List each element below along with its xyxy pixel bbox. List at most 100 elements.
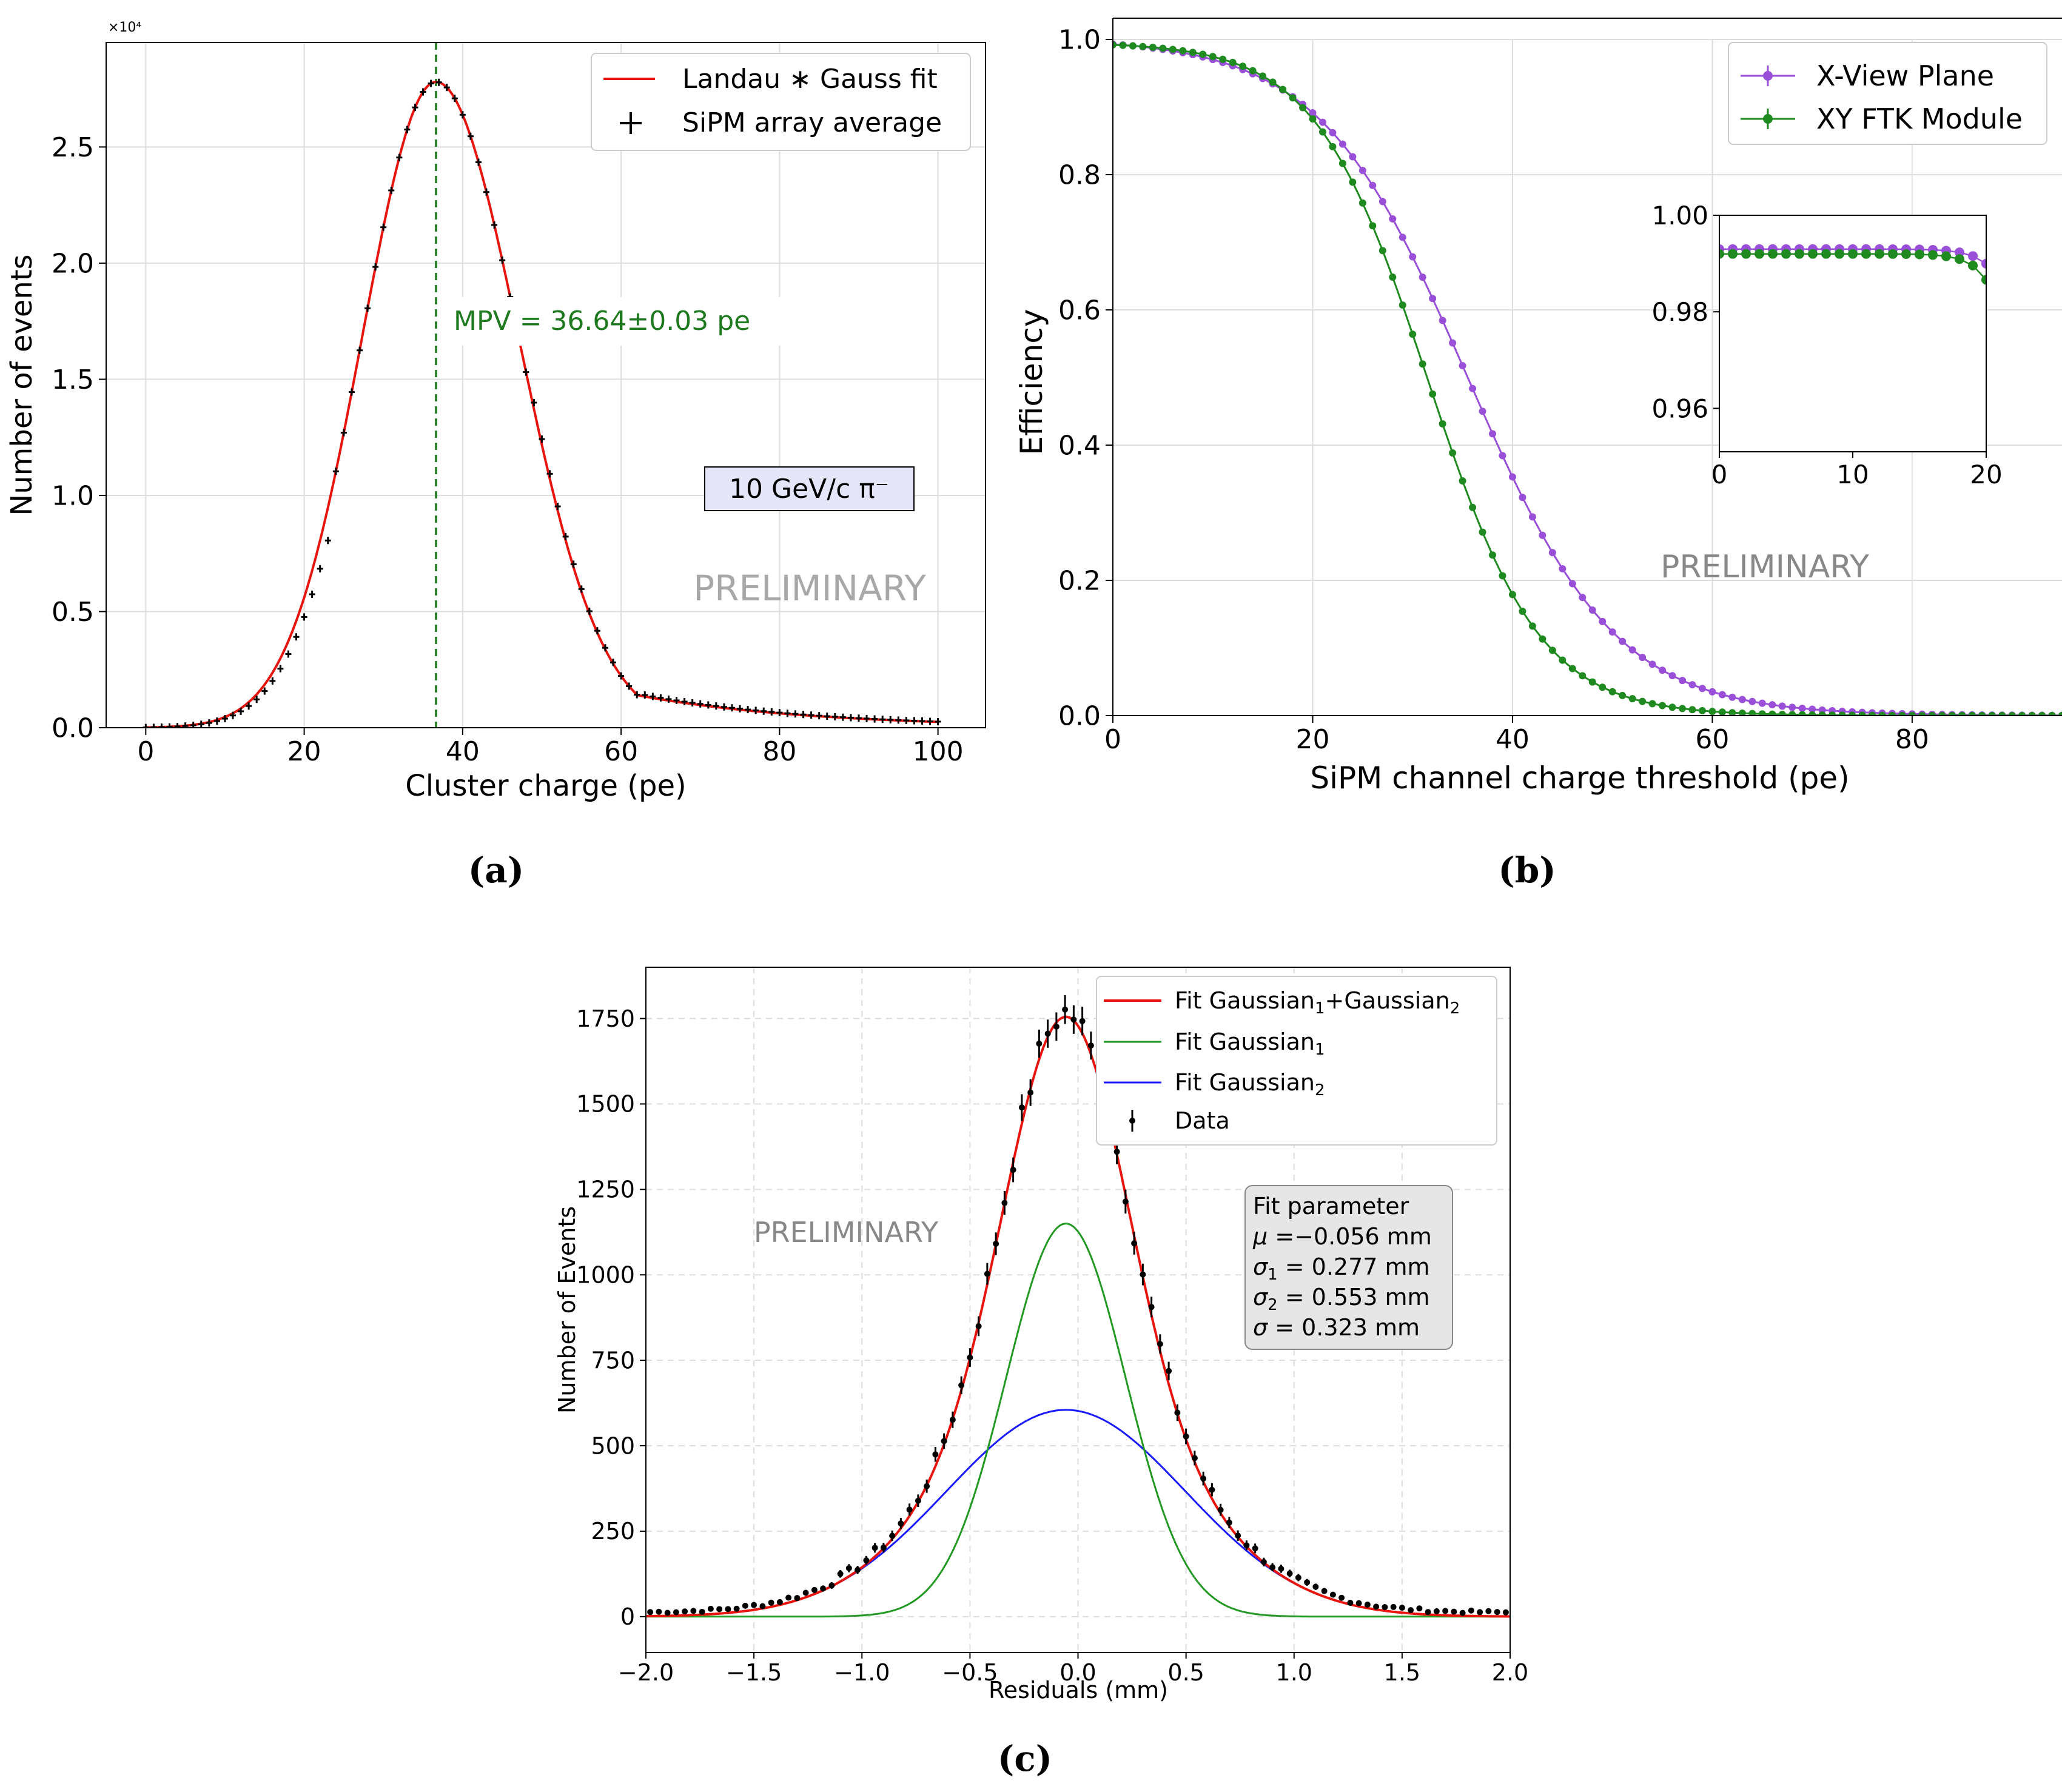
- panel-a-y-label: Number of events: [5, 254, 39, 515]
- panel-c-watermark: PRELIMINARY: [754, 1216, 939, 1249]
- efficiency-point-0: [1528, 513, 1536, 521]
- efficiency-point-1: [2048, 711, 2056, 716]
- efficiency-point-0: [1688, 681, 1696, 689]
- panel-c-ytick-label: 1750: [576, 1005, 635, 1032]
- panel-b-ytick-label: 0.0: [1058, 700, 1101, 731]
- efficiency-point-1: [1838, 711, 1846, 716]
- residual-point: [1131, 1240, 1138, 1247]
- efficiency-point-1: [1778, 711, 1786, 716]
- residual-point: [1390, 1603, 1397, 1610]
- efficiency-point-1: [1399, 301, 1406, 309]
- efficiency-point-1: [2038, 711, 2046, 716]
- residual-point: [993, 1240, 999, 1247]
- efficiency-point-1: [1688, 706, 1696, 714]
- residual-point: [1425, 1609, 1431, 1616]
- inset-point-1: [1875, 249, 1884, 259]
- efficiency-point-0: [1548, 549, 1556, 557]
- efficiency-point-1: [1798, 711, 1806, 716]
- efficiency-point-1: [1958, 711, 1966, 716]
- efficiency-point-0: [1758, 699, 1766, 707]
- residual-point: [690, 1608, 697, 1614]
- panel-a-xtick-label: 80: [762, 736, 796, 767]
- efficiency-point-1: [1738, 710, 1746, 716]
- residual-point: [1278, 1565, 1285, 1572]
- fit-gaussian-sum-curve: [646, 1015, 1510, 1618]
- efficiency-point-1: [1568, 665, 1576, 673]
- inset-point-1: [1915, 249, 1924, 260]
- panel-c-legend: Fit Gaussian1+Gaussian2 Fit Gaussian1 Fi…: [1096, 976, 1497, 1146]
- panel-a-y-multiplier: ×10⁴: [108, 20, 141, 35]
- panel-b-xtick-label: 80: [1895, 724, 1929, 755]
- panel-a-legend: Landau ∗ Gauss fit SiPM array average: [591, 53, 971, 151]
- efficiency-point-0: [1429, 295, 1437, 303]
- efficiency-point-0: [1519, 494, 1526, 502]
- inset-point-1: [1781, 249, 1791, 259]
- residual-point: [1485, 1608, 1492, 1614]
- efficiency-point-1: [1409, 331, 1417, 338]
- efficiency-point-1: [2018, 711, 2026, 716]
- residual-point: [707, 1605, 714, 1612]
- residual-point: [759, 1603, 766, 1609]
- residual-point: [1329, 1591, 1336, 1598]
- efficiency-point-1: [1159, 44, 1167, 52]
- panel-c-ytick-label: 500: [591, 1432, 635, 1459]
- efficiency-point-0: [1369, 181, 1377, 189]
- panel-a-xtick-label: 40: [446, 736, 480, 767]
- residual-point: [1260, 1559, 1267, 1565]
- efficiency-point-1: [1429, 390, 1437, 398]
- efficiency-point-1: [1988, 711, 1996, 716]
- panel-c-ytick-label: 1250: [576, 1176, 635, 1203]
- residual-point: [1226, 1519, 1232, 1526]
- efficiency-point-1: [1169, 45, 1177, 53]
- residual-point: [1382, 1604, 1388, 1611]
- panel-c-ytick-label: 1500: [576, 1091, 635, 1118]
- efficiency-point-1: [1329, 143, 1337, 150]
- residual-point: [1416, 1605, 1423, 1612]
- efficiency-point-1: [1479, 528, 1486, 536]
- residual-point: [1157, 1341, 1163, 1347]
- residual-point: [1209, 1486, 1215, 1493]
- efficiency-point-1: [1379, 247, 1386, 255]
- efficiency-point-0: [1539, 531, 1546, 539]
- panel-a-x-label: Cluster charge (pe): [405, 769, 686, 803]
- residual-point: [1468, 1607, 1474, 1614]
- panel-c-ytick-label: 0: [620, 1603, 635, 1630]
- beam-annotation: 10 GeV/c π⁻: [729, 474, 889, 505]
- inset-point-0: [1968, 251, 1978, 261]
- efficiency-point-0: [1508, 473, 1516, 481]
- residual-point: [1166, 1367, 1172, 1374]
- residual-point: [673, 1609, 679, 1616]
- efficiency-point-1: [1808, 711, 1816, 716]
- efficiency-point-1: [1369, 222, 1377, 230]
- efficiency-point-1: [1309, 115, 1317, 123]
- residual-point: [1477, 1609, 1483, 1616]
- residual-point: [1442, 1608, 1449, 1614]
- residual-point: [984, 1270, 990, 1277]
- efficiency-point-0: [1668, 672, 1676, 680]
- residual-point: [1183, 1433, 1189, 1440]
- panel-c-xtick-label: 1.5: [1384, 1659, 1420, 1686]
- efficiency-point-0: [1778, 702, 1786, 710]
- panel-a-ytick-label: 1.5: [52, 364, 94, 395]
- residual-point: [863, 1557, 870, 1564]
- efficiency-point-0: [1679, 677, 1686, 685]
- efficiency-point-1: [1113, 41, 1117, 49]
- efficiency-point-0: [1379, 198, 1386, 206]
- panel-c: −2.0 −1.5 −1.0 −0.5 0.0 0.5 1.0 1.5 2.0 0 250 500 75…: [554, 967, 1528, 1779]
- panel-a-xtick-label: 60: [604, 736, 638, 767]
- legend-xy-label: XY FTK Module: [1816, 102, 2023, 135]
- residual-point: [837, 1571, 844, 1577]
- inset-ytick-label: 0.96: [1651, 394, 1708, 423]
- efficiency-point-1: [1679, 705, 1686, 713]
- efficiency-point-1: [1978, 711, 1986, 716]
- residual-point: [1053, 1023, 1060, 1030]
- efficiency-point-1: [1818, 711, 1826, 716]
- residual-point: [1001, 1200, 1008, 1206]
- panel-c-ytick-label: 250: [591, 1518, 635, 1545]
- residual-point: [871, 1545, 878, 1551]
- panel-b-watermark: PRELIMINARY: [1661, 549, 1869, 585]
- residual-point: [768, 1599, 774, 1606]
- panel-a-frame: [106, 42, 986, 728]
- residual-point: [699, 1608, 705, 1615]
- residual-point: [1373, 1603, 1380, 1610]
